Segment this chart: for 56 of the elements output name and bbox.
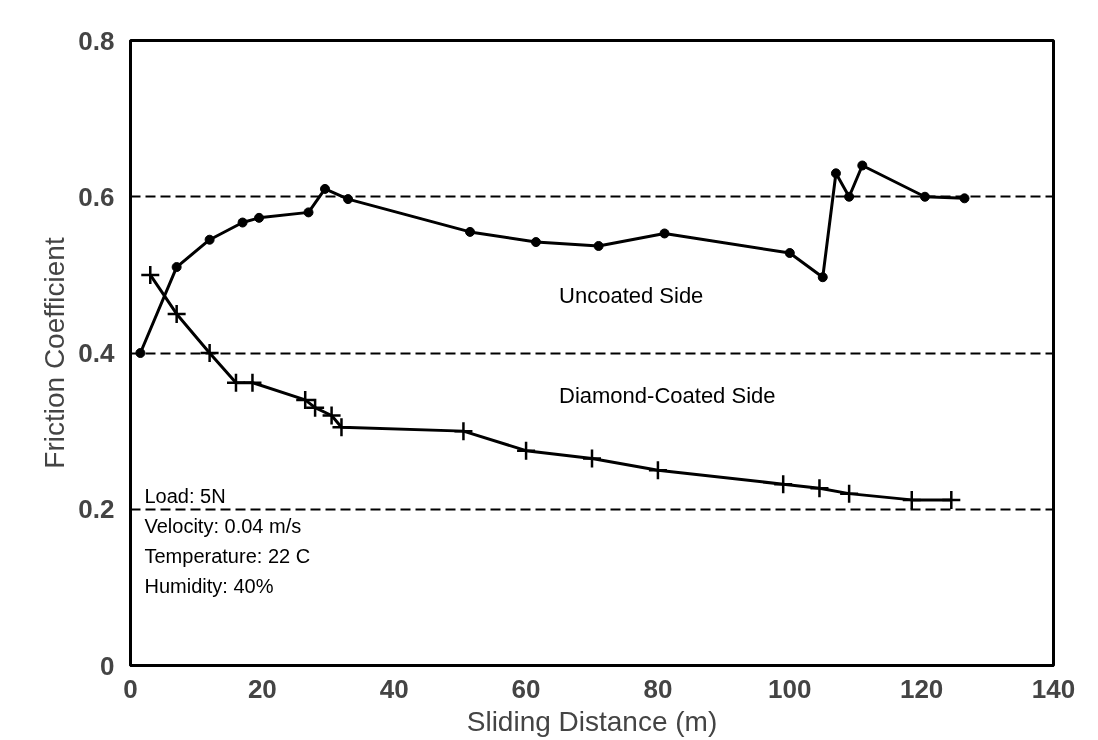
y-tick-label: 0.2 — [78, 494, 115, 525]
y-tick-label: 0.4 — [78, 338, 116, 368]
point — [901, 489, 922, 511]
point — [166, 303, 187, 325]
point — [237, 217, 248, 228]
point — [242, 372, 263, 393]
text: Diamond-Coated Side — [559, 382, 776, 408]
annotation: Humidity: 40% — [144, 574, 274, 597]
point — [465, 226, 476, 237]
x-tick-label: 140 — [1031, 673, 1076, 704]
x-tick-label: 60 — [511, 673, 541, 704]
point — [319, 183, 330, 194]
point — [959, 193, 970, 204]
point — [838, 483, 860, 504]
point — [515, 440, 537, 461]
point — [647, 459, 669, 481]
point — [140, 264, 161, 286]
x-tick-label: 40 — [379, 673, 409, 704]
x-axis-title: Sliding Distance (m) — [466, 705, 718, 737]
y-tick-label: 0.8 — [78, 25, 115, 56]
y-tick-label: 0.6 — [78, 181, 115, 212]
x-tick-label: 120 — [899, 673, 944, 704]
point — [784, 248, 795, 258]
point — [941, 489, 962, 511]
point — [593, 240, 604, 251]
point — [453, 420, 474, 442]
point — [772, 474, 794, 495]
point — [919, 191, 930, 202]
point — [199, 342, 220, 364]
annotation: Load: 5N — [144, 484, 226, 507]
point — [171, 262, 182, 273]
x-tick-label: 80 — [643, 673, 673, 704]
series-label: Uncoated Side — [559, 282, 704, 308]
point — [343, 194, 354, 205]
point — [809, 477, 830, 499]
point — [581, 448, 603, 469]
point — [530, 237, 541, 248]
point — [659, 228, 670, 239]
point — [304, 397, 326, 418]
point — [294, 389, 316, 411]
x-tick-label: 0 — [123, 673, 138, 704]
point — [321, 405, 342, 426]
annotation: Velocity: 0.04 m/s — [144, 514, 302, 537]
x-tick-label: 100 — [768, 673, 812, 704]
point — [135, 348, 146, 358]
point — [830, 168, 841, 179]
point — [303, 207, 314, 218]
point — [817, 272, 828, 283]
point — [254, 212, 265, 223]
point — [844, 191, 855, 202]
y-tick-label: 0 — [100, 650, 115, 681]
point — [857, 160, 868, 171]
annotation: Temperature: 22 C — [144, 544, 311, 567]
point — [204, 234, 215, 245]
y-axis-title: Friction Coefficient — [39, 237, 71, 469]
x-tick-label: 20 — [247, 673, 277, 704]
